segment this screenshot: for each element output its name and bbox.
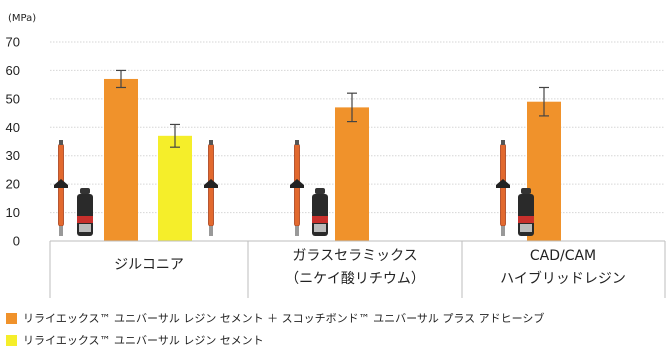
syringe-icon bbox=[495, 139, 511, 237]
category-label: ハイブリッドレジン bbox=[500, 270, 626, 287]
legend-item-cement: リライエックス™ ユニバーサル レジン セメント bbox=[6, 332, 264, 348]
spray-bottle-icon bbox=[518, 188, 534, 236]
syringe-icon bbox=[53, 139, 69, 237]
category-label: ジルコニア bbox=[114, 257, 184, 273]
legend-item-cement-adhesive: リライエックス™ ユニバーサル レジン セメント ＋ スコッチボンド™ ユニバー… bbox=[6, 310, 544, 326]
bar bbox=[335, 107, 369, 241]
bond-strength-chart: (MPa) 0 10 20 30 40 50 60 70 ジルコニア ガラスセラミックス （ニケイ… bbox=[6, 13, 666, 298]
legend-swatch-orange bbox=[6, 312, 17, 324]
y-tick-label: 70 bbox=[6, 35, 20, 50]
category-labels: ジルコニア ガラスセラミックス （ニケイ酸リチウム） CAD/CAM ハイブリッドレジン bbox=[114, 248, 626, 287]
category-axis bbox=[49, 240, 666, 298]
bar bbox=[158, 135, 192, 241]
y-tick-label: 30 bbox=[6, 148, 20, 163]
category-label: CAD/CAM bbox=[530, 248, 596, 264]
y-axis-ticks: 0 10 20 30 40 50 60 70 bbox=[6, 35, 20, 249]
syringe-icon bbox=[203, 139, 219, 237]
y-tick-label: 50 bbox=[6, 91, 20, 106]
spray-bottle-icon bbox=[77, 188, 93, 236]
y-tick-label: 20 bbox=[6, 177, 20, 192]
legend-label: リライエックス™ ユニバーサル レジン セメント bbox=[23, 334, 264, 347]
legend-label: リライエックス™ ユニバーサル レジン セメント ＋ スコッチボンド™ ユニバー… bbox=[23, 312, 545, 325]
y-unit-label: (MPa) bbox=[8, 13, 36, 24]
syringe-icon bbox=[289, 139, 305, 237]
y-tick-label: 10 bbox=[6, 205, 20, 220]
category-label: （ニケイ酸リチウム） bbox=[285, 271, 425, 287]
bar bbox=[104, 78, 138, 241]
y-tick-label: 60 bbox=[6, 63, 20, 78]
legend-swatch-yellow bbox=[6, 334, 17, 346]
y-tick-label: 0 bbox=[13, 234, 20, 249]
y-tick-label: 40 bbox=[6, 120, 20, 135]
category-label: ガラスセラミックス bbox=[292, 248, 417, 264]
spray-bottle-icon bbox=[312, 188, 328, 236]
